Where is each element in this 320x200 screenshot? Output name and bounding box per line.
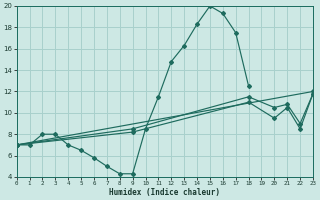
X-axis label: Humidex (Indice chaleur): Humidex (Indice chaleur) xyxy=(109,188,220,197)
